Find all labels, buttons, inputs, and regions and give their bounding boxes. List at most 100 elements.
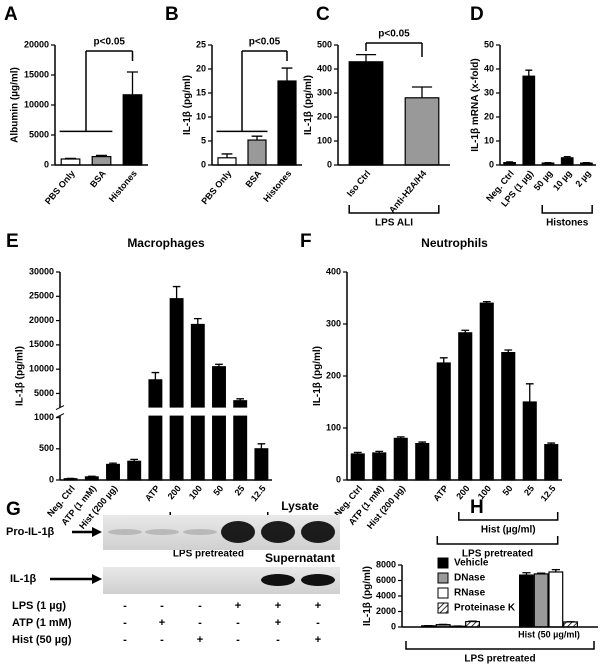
error-bar <box>461 329 470 333</box>
y-tick-label: 5000 <box>29 129 49 139</box>
y-tick-label: 500 <box>39 443 54 453</box>
group-label: LPS pretreated <box>173 549 244 560</box>
error-bar <box>525 383 534 402</box>
y-tick-label: 5000 <box>34 388 54 398</box>
y-axis-label: IL-1β mRNA (x-fold) <box>470 58 481 152</box>
y-axis-label: IL-1β (pg/ml) <box>312 346 323 406</box>
y-tick-label: 300 <box>326 318 341 328</box>
y-tick-label: 25 <box>196 39 206 49</box>
error-bar <box>151 371 160 380</box>
bar <box>350 453 365 481</box>
y-tick-label: 1000 <box>34 412 54 422</box>
error-bar <box>522 572 531 576</box>
group-bracket <box>541 205 593 214</box>
annotation: p<0.05 <box>378 29 410 40</box>
panel-letter: C <box>316 4 330 25</box>
band <box>261 521 295 543</box>
bar <box>106 463 120 481</box>
bar <box>212 366 226 481</box>
x-tick-label: 10 µg <box>551 168 574 192</box>
bar <box>548 571 564 628</box>
error-bar <box>396 436 405 439</box>
y-tick-label: 400 <box>326 266 341 276</box>
band <box>261 574 295 586</box>
treatment-sign: + <box>275 617 281 629</box>
bar <box>501 352 516 481</box>
treatment-sign: - <box>123 600 127 612</box>
x-tick-label: Iso Ctrl <box>345 168 373 198</box>
legend-label: RNase <box>454 588 486 599</box>
y-tick-label: 20000 <box>29 315 54 325</box>
group-label: LPS pretreated <box>464 654 535 665</box>
x-tick-label: BSA <box>88 168 108 189</box>
error-bar <box>418 441 427 444</box>
x-tick-label: 25 <box>522 483 536 497</box>
x-tick-label: 50 µg <box>532 168 555 192</box>
group-label: LPS pretreated <box>462 549 533 560</box>
treatment-sign: + <box>315 634 321 646</box>
y-tick-label: 100 <box>326 422 341 432</box>
legend-label: DNase <box>454 573 486 584</box>
bar <box>393 437 408 481</box>
y-tick-label: 10000 <box>29 364 54 374</box>
y-axis-label: Albumin (µg/ml) <box>10 67 21 143</box>
error-bar <box>109 462 117 465</box>
x-tick-label: PBS Only <box>199 168 233 206</box>
bar <box>465 620 481 628</box>
x-tick-label: Histones <box>261 168 293 204</box>
band <box>108 529 142 535</box>
panel-letter: D <box>470 4 484 25</box>
group-bracket <box>348 205 440 214</box>
y-tick-label: 400 <box>317 63 332 73</box>
axis-break <box>52 407 274 416</box>
x-tick-label: 12.5 <box>249 483 268 503</box>
error-bar <box>251 135 263 141</box>
y-tick-label: 10 <box>484 135 494 145</box>
band <box>221 521 255 543</box>
treatment-sign: - <box>123 634 127 646</box>
panel-letter: G <box>6 499 21 520</box>
bar <box>247 139 267 166</box>
bar <box>348 61 384 166</box>
error-bar <box>257 443 266 449</box>
group-label: Hist (µg/ml) <box>481 525 536 536</box>
bar <box>122 94 143 166</box>
y-tick-label: 20000 <box>24 39 49 49</box>
bar <box>127 460 142 481</box>
blot-title: Lysate <box>281 499 319 513</box>
legend-swatch <box>437 587 449 599</box>
y-tick-label: 15 <box>196 87 206 97</box>
treatment-label: ATP (1 mM) <box>12 617 72 629</box>
group-bracket <box>436 536 559 545</box>
treatment-sign: - <box>316 617 320 629</box>
y-tick-label: 4000 <box>376 590 396 600</box>
group-bracket <box>405 641 595 650</box>
treatment-sign: - <box>160 634 164 646</box>
error-bar <box>355 53 377 62</box>
y-tick-label: 200 <box>317 111 332 121</box>
y-tick-label: 8000 <box>376 559 396 569</box>
arrow-head <box>92 527 102 537</box>
group-label: Histones <box>546 218 589 229</box>
chart-title: Macrophages <box>127 236 205 250</box>
y-tick-label: 30 <box>484 87 494 97</box>
bar <box>560 157 574 166</box>
error-bar <box>281 67 293 81</box>
error-bar <box>551 569 560 572</box>
x-tick-label: Histones <box>107 168 139 204</box>
error-bar <box>172 285 181 299</box>
y-axis-label: IL-1β (pg/ml) <box>182 75 193 135</box>
y-tick-label: 0 <box>391 621 396 631</box>
y-tick-label: 0 <box>327 159 332 169</box>
y-tick-label: 10 <box>196 111 206 121</box>
bar <box>277 80 297 166</box>
bar <box>91 156 112 166</box>
error-bar <box>221 153 233 158</box>
group-bracket <box>458 512 559 521</box>
y-tick-label: 25000 <box>29 291 54 301</box>
treatment-sign: + <box>235 600 241 612</box>
group-label: LPS ALI <box>375 218 413 229</box>
legend-label: Proteinase K <box>454 603 516 614</box>
bar <box>169 298 184 481</box>
bar <box>479 302 494 481</box>
